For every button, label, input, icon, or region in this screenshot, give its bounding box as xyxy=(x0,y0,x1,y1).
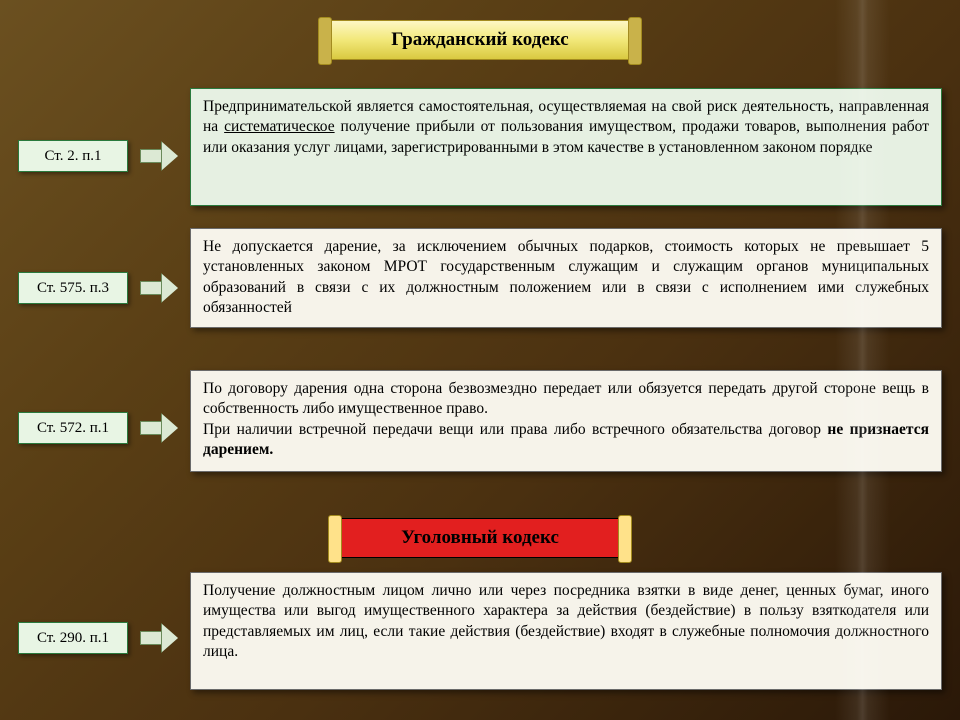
scroll-decor-right xyxy=(618,515,632,563)
article-label: Ст. 2. п.1 xyxy=(18,140,128,172)
article-text-box: По договору дарения одна сторона безвозм… xyxy=(190,370,942,472)
scroll-decor-right xyxy=(628,17,642,65)
article-label: Ст. 290. п.1 xyxy=(18,622,128,654)
arrow-icon xyxy=(140,414,178,442)
arrow-icon xyxy=(140,624,178,652)
scroll-decor-left xyxy=(328,515,342,563)
article-text-box: Предпринимательской является самостоятел… xyxy=(190,88,942,206)
arrow-icon xyxy=(140,142,178,170)
article-label: Ст. 575. п.3 xyxy=(18,272,128,304)
civil-code-title: Гражданский кодекс xyxy=(325,20,635,60)
article-text-box: Не допускается дарение, за исключением о… xyxy=(190,228,942,328)
arrow-icon xyxy=(140,274,178,302)
article-text-box: Получение должностным лицом лично или че… xyxy=(190,572,942,690)
article-label: Ст. 572. п.1 xyxy=(18,412,128,444)
scroll-decor-left xyxy=(318,17,332,65)
criminal-code-title: Уголовный кодекс xyxy=(335,518,625,558)
criminal-title-text: Уголовный кодекс xyxy=(401,527,559,549)
civil-title-text: Гражданский кодекс xyxy=(391,29,568,51)
